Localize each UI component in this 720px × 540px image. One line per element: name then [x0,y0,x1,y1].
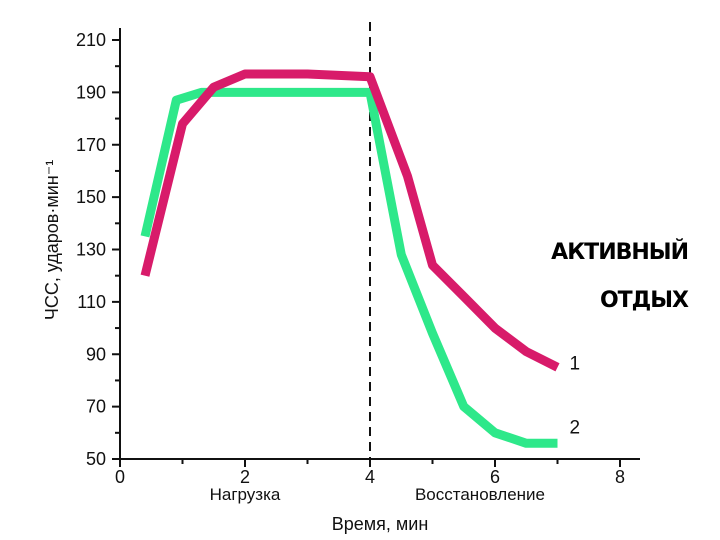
y-tick-label: 50 [86,449,106,469]
series-line-2 [140,87,558,448]
phase-label-load: Нагрузка [210,485,281,504]
annotation-line-1: АКТИВНЫЙ [551,239,688,265]
y-tick-label: 110 [77,292,106,312]
y-tick-label: 70 [86,397,106,417]
series-label-1: 1 [570,353,581,374]
y-tick-label: 130 [76,240,106,260]
x-axis-label: Время, мин [332,514,429,534]
series-label-2: 2 [570,417,581,438]
x-tick-label: 8 [615,467,625,487]
x-tick-label: 6 [490,467,500,487]
series-line-1 [140,69,560,372]
axes: 50 70 90 110 130 150 170 190 210 0 2 4 6 8 [76,22,640,487]
y-axis-label: ЧСС, ударов·мин⁻¹ [42,160,62,320]
y-tick-label: 150 [76,187,106,207]
y-tick-label: 190 [76,82,106,102]
annotation-line-2: ОТДЫХ [600,288,689,313]
y-tick-label: 210 [76,30,106,50]
x-tick-label: 4 [365,467,375,487]
x-tick-label: 0 [115,467,125,487]
x-tick-label: 2 [240,467,250,487]
y-tick-label: 90 [86,344,106,364]
y-tick-label: 170 [76,135,106,155]
series-layer: 12 [140,69,581,448]
labels-layer: ЧСС, ударов·мин⁻¹ Время, мин АКТИВНЫЙ ОТ… [42,160,690,534]
phase-label-recovery: Восстановление [415,485,545,504]
